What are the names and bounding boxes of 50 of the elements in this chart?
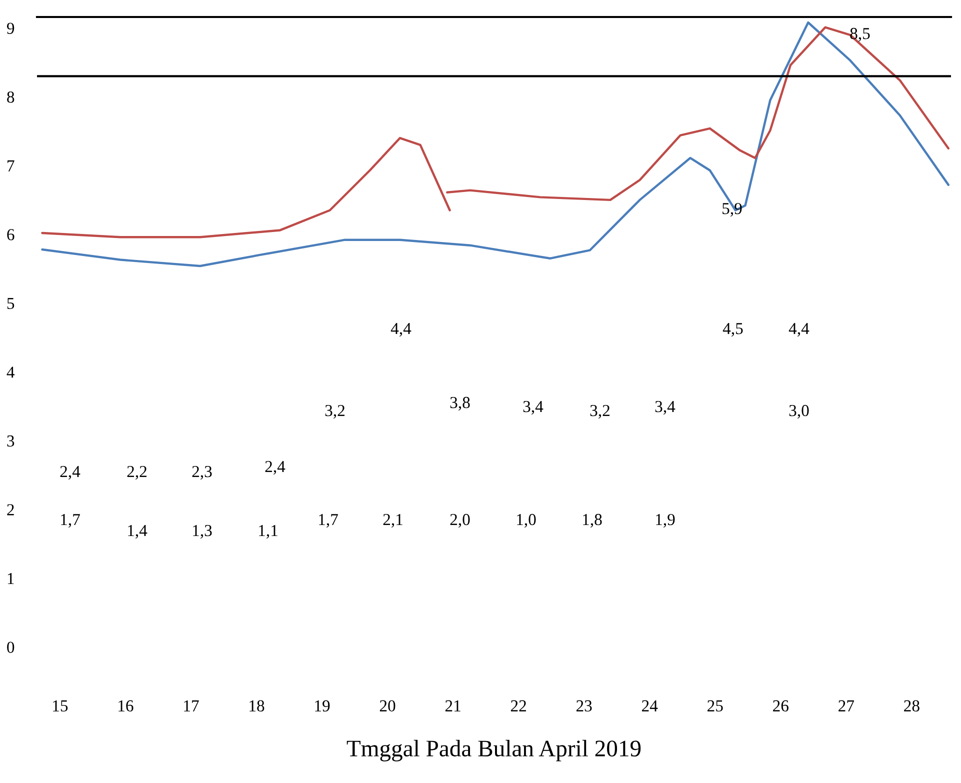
y-tick-label: 1 — [8, 573, 14, 584]
annotation: 2,4 — [60, 466, 80, 480]
annotation: 4,4 — [788, 323, 810, 337]
annotation: 8,5 — [850, 28, 870, 42]
y-tick-label: 7 — [8, 160, 14, 172]
x-tick-label: 27 — [838, 700, 854, 712]
x-tick-label: 23 — [576, 700, 592, 712]
annotation: 3,2 — [590, 404, 610, 419]
annotation: 2,2 — [127, 466, 146, 480]
y-tick-label: 4 — [6, 366, 15, 378]
y-tick-label: 0 — [7, 642, 14, 653]
x-tick-label: 28 — [904, 700, 920, 712]
annotation: 1,7 — [61, 514, 80, 528]
annotation: 1,1 — [259, 525, 278, 539]
y-tick-label: 9 — [6, 22, 14, 34]
x-tick-label: 18 — [250, 700, 264, 712]
y-tick-label: 3 — [7, 435, 14, 447]
annotation: 3,2 — [325, 404, 344, 419]
annotation: 3,0 — [789, 404, 809, 419]
annotation: 5,9 — [722, 202, 742, 217]
x-tick-label: 24 — [642, 700, 658, 712]
annotation: 1,8 — [583, 514, 602, 528]
annotation: 2,1 — [383, 514, 402, 528]
y-tick-label: 5 — [7, 298, 14, 310]
annotation: 2,3 — [192, 466, 212, 480]
x-tick-label: 15 — [53, 700, 68, 712]
annotation: 4,5 — [722, 323, 743, 337]
x-tick-label: 20 — [380, 700, 396, 712]
x-tick-label: 19 — [315, 700, 330, 712]
annotation: 1,7 — [319, 514, 338, 528]
x-tick-label: 25 — [708, 700, 723, 712]
y-tick-label: 6 — [7, 229, 14, 240]
y-tick-label: 2 — [7, 504, 14, 516]
annotation: 1,0 — [517, 514, 536, 528]
x-axis-title: Tmggal Pada Bulan April 2019 — [346, 740, 641, 762]
x-tick-label: 26 — [773, 700, 788, 712]
annotation: 2,0 — [450, 514, 470, 528]
annotation: 1,3 — [193, 524, 212, 539]
annotation: 3,4 — [655, 400, 676, 415]
x-tick-label: 21 — [445, 700, 460, 712]
annotation: 3,8 — [450, 396, 470, 411]
annotation: 1,9 — [656, 514, 675, 528]
y-tick-label: 8 — [7, 91, 14, 103]
x-tick-label: 22 — [510, 700, 526, 712]
x-tick-label: 17 — [184, 700, 199, 712]
annotation: 3,4 — [523, 400, 544, 415]
annotation: 2,4 — [265, 460, 286, 475]
x-tick-label: 16 — [118, 700, 134, 712]
annotation: 1,4 — [128, 525, 148, 539]
annotation: 4,4 — [390, 323, 412, 337]
